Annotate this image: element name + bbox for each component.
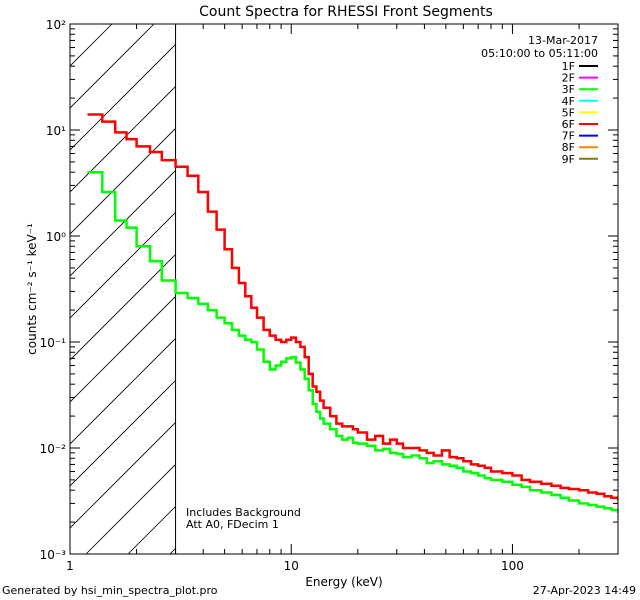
hatch-line: [70, 295, 176, 403]
hatch-line: [212, 24, 640, 554]
legend-label: 4F: [562, 95, 575, 108]
y-tick-label: 10⁻³: [40, 548, 67, 562]
legend-label: 6F: [562, 118, 575, 131]
hatch-line: [85, 463, 176, 554]
hatch-line: [70, 379, 176, 487]
y-axis: 10⁻³ 10⁻² 10⁻¹ 10⁰ 10¹ 10²: [40, 18, 618, 562]
legend-label: 8F: [562, 141, 575, 154]
footer-generated-by: Generated by hsi_min_spectra_plot.pro: [2, 584, 218, 597]
hatch-line: [70, 421, 176, 529]
legend-label: 9F: [562, 153, 575, 166]
chart-title: Count Spectra for RHESSI Front Segments: [199, 4, 493, 20]
hatch-line: [70, 253, 176, 361]
series-line-6F: [87, 113, 618, 501]
y-tick-label: 10⁻¹: [40, 336, 67, 350]
y-tick-label: 10²: [46, 18, 66, 32]
y-tick-label: 10⁻²: [40, 442, 67, 456]
hatched-region: [70, 24, 640, 554]
annotation-attenuator: Att A0, FDecim 1: [186, 518, 279, 531]
legend-label: 7F: [562, 130, 575, 143]
hatch-line: [70, 24, 155, 109]
footer-timestamp: 27-Apr-2023 14:49: [533, 584, 636, 597]
y-tick-label: 10⁰: [46, 230, 66, 244]
x-axis: 1 10 100: [66, 24, 619, 573]
plot-frame: [69, 23, 619, 555]
annotation-background: Includes Background: [186, 506, 301, 519]
legend-label: 1F: [562, 60, 575, 73]
hatch-line: [70, 127, 176, 235]
x-tick-label: 100: [501, 559, 524, 573]
legend-label: 3F: [562, 83, 575, 96]
y-axis-label: counts cm⁻² s⁻¹ keV⁻¹: [25, 223, 39, 355]
x-axis-label: Energy (keV): [305, 575, 382, 589]
y-tick-label: 10¹: [46, 124, 66, 138]
hatch-line: [70, 85, 176, 193]
time-range-label: 05:10:00 to 05:11:00: [481, 47, 598, 60]
x-tick-label: 10: [284, 559, 299, 573]
date-label: 13-Mar-2017: [528, 34, 598, 47]
hatch-line: [70, 43, 176, 151]
legend-label: 5F: [562, 106, 575, 119]
hatch-line: [70, 24, 113, 67]
hatch-line: [70, 169, 176, 277]
series-line-3F: [87, 170, 618, 514]
legend-label: 2F: [562, 72, 575, 85]
x-tick-label: 1: [66, 559, 74, 573]
hatch-line: [70, 211, 176, 319]
